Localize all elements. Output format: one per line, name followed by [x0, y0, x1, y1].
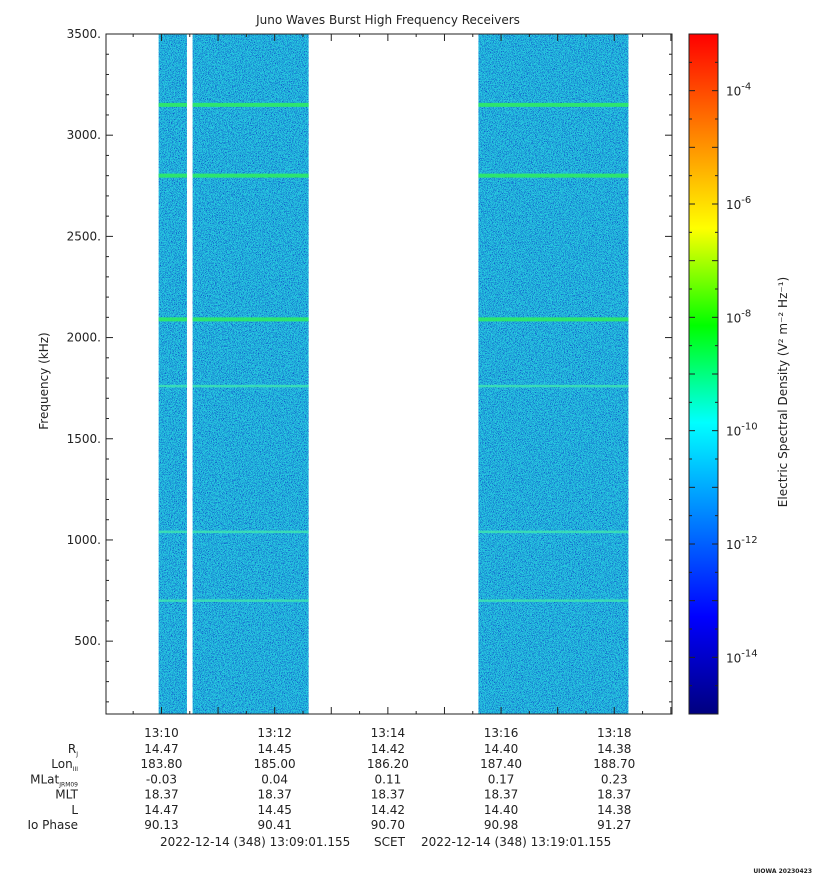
y-tick-label: 1000. — [67, 533, 101, 547]
ephemeris-value: 14.38 — [597, 803, 631, 817]
y-tick-labels: 3500. 3000. 2500. 2000. 1500. 1000. 500. — [67, 27, 101, 648]
ephemeris-value: 14.47 — [144, 742, 178, 756]
x-tick-label: 13:16 — [484, 726, 519, 740]
axis-ticks — [106, 33, 672, 714]
ephemeris-value: 0.23 — [601, 772, 628, 786]
y-tick-label: 3500. — [67, 27, 101, 41]
x-tick-label: 13:10 — [144, 726, 179, 740]
colorbar-tick-label: 10-6 — [726, 195, 751, 212]
ephemeris-value: 185.00 — [254, 757, 296, 771]
y-tick-label: 2000. — [67, 331, 101, 345]
ephemeris-value: 90.13 — [144, 818, 178, 832]
ephemeris-value: 14.40 — [484, 742, 518, 756]
x-tick-label: 13:18 — [597, 726, 632, 740]
ephemeris-label: Io Phase — [27, 818, 78, 832]
y-tick-label: 1500. — [67, 432, 101, 446]
ephemeris-value: 186.20 — [367, 757, 409, 771]
time-end: 2022-12-14 (348) 13:19:01.155 — [421, 835, 611, 849]
y-axis-label: Frequency (kHz) — [37, 332, 51, 429]
x-tick-label: 13:12 — [257, 726, 292, 740]
time-start: 2022-12-14 (348) 13:09:01.155 — [160, 835, 350, 849]
y-tick-label: 2500. — [67, 229, 101, 243]
ephemeris-value: 0.11 — [375, 772, 402, 786]
ephemeris-value: 90.98 — [484, 818, 518, 832]
colorbar-tick-label: 10-4 — [726, 82, 751, 99]
colorbar-tick-label: 10-10 — [726, 422, 758, 439]
ephemeris-value: 90.70 — [371, 818, 405, 832]
y-tick-label: 500. — [74, 634, 101, 648]
ephemeris-label: LonIII — [51, 757, 78, 773]
chart-title: Juno Waves Burst High Frequency Receiver… — [255, 13, 520, 27]
ephemeris-value: 18.37 — [257, 788, 291, 802]
ephemeris-value: 14.40 — [484, 803, 518, 817]
colorbar-ticks: 10-4 10-6 10-8 10-10 10-12 10-14 — [689, 61, 758, 687]
ephemeris-label: RJ — [68, 742, 78, 758]
ephemeris-value: 0.04 — [261, 772, 288, 786]
colorbar-label: Electric Spectral Density (V² m⁻² Hz⁻¹) — [776, 277, 790, 507]
data-segment — [158, 34, 187, 714]
ephemeris-value: 0.17 — [488, 772, 515, 786]
colorbar-tick-label: 10-12 — [726, 535, 758, 552]
ephemeris-value: 18.37 — [484, 788, 518, 802]
colorbar-tick-label: 10-14 — [726, 648, 758, 665]
ephemeris-label: L — [71, 803, 78, 817]
x-tick-label: 13:14 — [371, 726, 406, 740]
emission-lines — [158, 102, 629, 602]
ephemeris-label: MLT — [55, 788, 78, 802]
ephemeris-value: 188.70 — [593, 757, 635, 771]
ephemeris-value: -0.03 — [146, 772, 177, 786]
ephemeris-value: 18.37 — [144, 788, 178, 802]
segment-speckle — [158, 34, 187, 714]
ephemeris-value: 90.41 — [257, 818, 291, 832]
ephemeris-value: 14.38 — [597, 742, 631, 756]
ephemeris-label: MLatJRM09 — [30, 772, 78, 788]
data-segment — [192, 34, 309, 714]
time-scet: SCET — [374, 835, 406, 849]
colorbar-tick-label: 10-8 — [726, 308, 751, 325]
ephemeris-value: 14.45 — [257, 742, 291, 756]
segment-speckle — [192, 34, 309, 714]
data-segment — [478, 34, 629, 714]
ephemeris-value: 14.45 — [257, 803, 291, 817]
ephemeris-value: 14.42 — [371, 742, 405, 756]
y-tick-label: 3000. — [67, 128, 101, 142]
x-tick-labels: 13:10 13:12 13:14 13:16 13:18 — [144, 726, 631, 740]
ephemeris-value: 183.80 — [140, 757, 182, 771]
ephemeris-value: 91.27 — [597, 818, 631, 832]
segment-speckle — [478, 34, 629, 714]
ephemeris-value: 14.42 — [371, 803, 405, 817]
ephemeris-value: 18.37 — [597, 788, 631, 802]
ephemeris-value: 187.40 — [480, 757, 522, 771]
ephemeris-value: 18.37 — [371, 788, 405, 802]
version-tag: UIOWA 20230423 — [753, 868, 812, 875]
ephemeris-value: 14.47 — [144, 803, 178, 817]
